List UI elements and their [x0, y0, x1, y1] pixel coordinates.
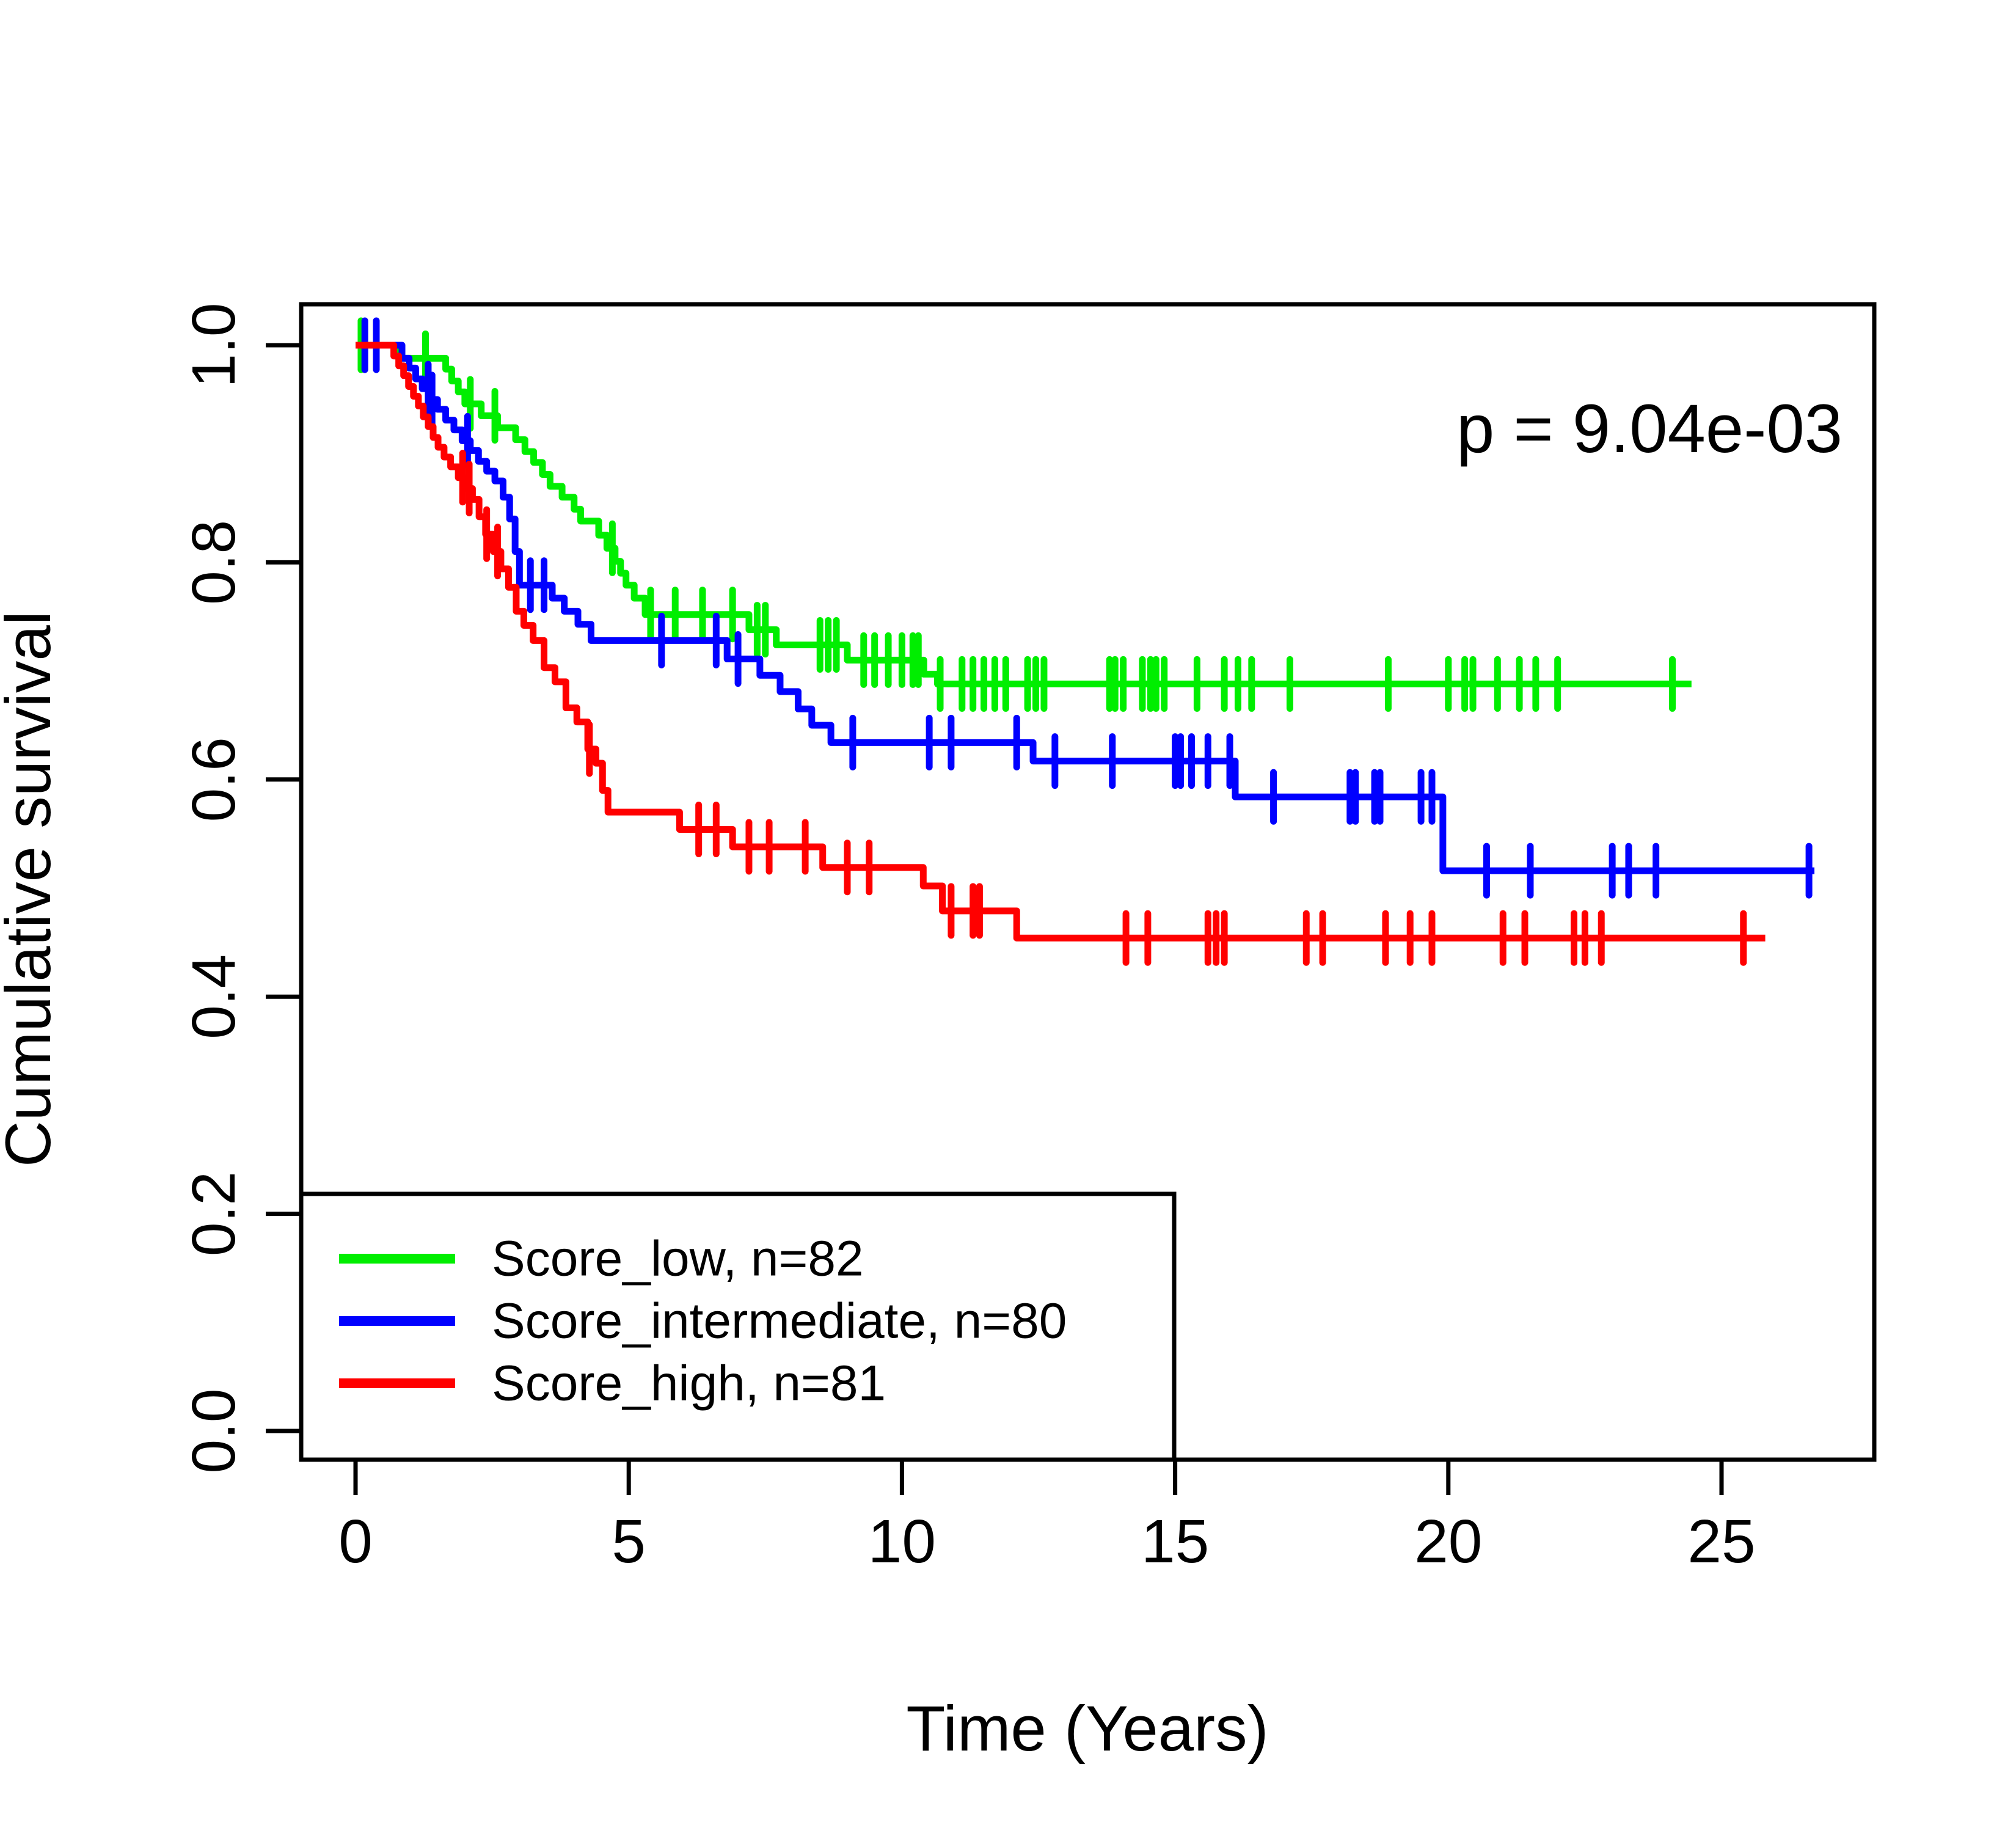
- legend-label-score-high: Score_high, n=81: [492, 1356, 886, 1411]
- y-tick-label-0.2: 0.2: [180, 1171, 248, 1256]
- y-axis-title: Cumulative survival: [0, 611, 64, 1167]
- x-tick-label-5: 5: [612, 1507, 646, 1576]
- x-axis-title: Time (Years): [906, 1693, 1268, 1765]
- y-axis: 0.0 0.2 0.4 0.6 0.8 1.0: [180, 302, 301, 1474]
- p-value-annotation: p = 9.04e-03: [1456, 390, 1843, 467]
- y-tick-label-0.0: 0.0: [180, 1388, 248, 1473]
- legend: Score_low, n=82 Score_intermediate, n=80…: [299, 1191, 1177, 1462]
- x-tick-label-10: 10: [868, 1507, 936, 1576]
- x-axis: 0 5 10 15 20 25: [338, 1460, 1756, 1576]
- y-tick-label-0.4: 0.4: [180, 954, 248, 1039]
- legend-label-score-low: Score_low, n=82: [492, 1231, 864, 1287]
- legend-label-score-intermediate: Score_intermediate, n=80: [492, 1293, 1067, 1349]
- y-tick-label-0.6: 0.6: [180, 737, 248, 822]
- x-tick-label-25: 25: [1687, 1507, 1755, 1576]
- x-tick-label-0: 0: [338, 1507, 373, 1576]
- survival-curves: [356, 317, 1815, 966]
- legend-box: [299, 1191, 1177, 1462]
- x-tick-label-15: 15: [1141, 1507, 1209, 1576]
- y-tick-label-1.0: 1.0: [180, 302, 248, 387]
- y-tick-label-0.8: 0.8: [180, 520, 248, 605]
- x-tick-label-20: 20: [1414, 1507, 1482, 1576]
- curve-Score_low: [356, 342, 1692, 687]
